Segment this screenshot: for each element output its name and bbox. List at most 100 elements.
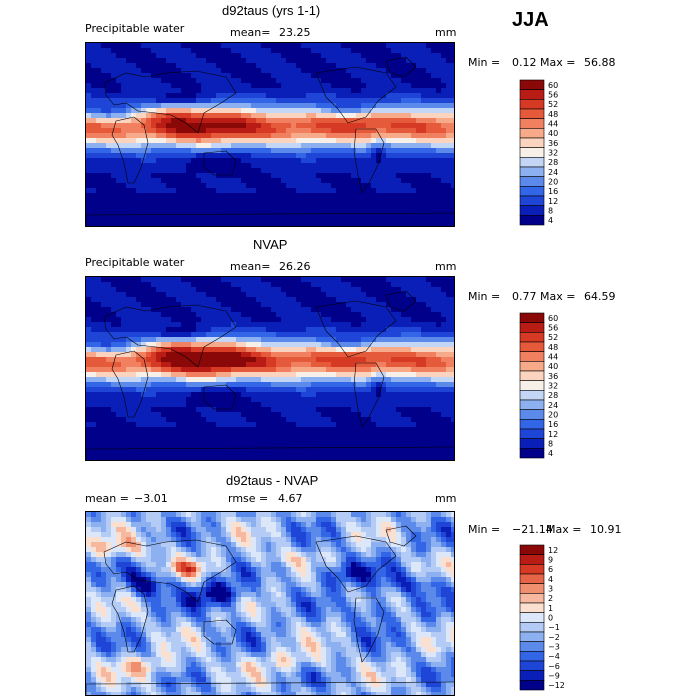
colorbar-tick-label: 56 [548, 91, 558, 100]
colorbar-swatch [519, 670, 545, 681]
panel1-min-label: Min = [468, 56, 501, 69]
colorbar-swatch [519, 448, 545, 459]
panel3-rmse-label: rmse = [228, 492, 269, 505]
season-label: JJA [512, 9, 549, 31]
colorbar-swatch [519, 215, 545, 226]
colorbar-swatch [519, 176, 545, 187]
colorbar-tick-label: 44 [548, 353, 558, 362]
colorbar-tick-label: 32 [548, 382, 558, 391]
panel3-min-value: −21.14 [512, 523, 553, 536]
colorbar-swatch [519, 399, 545, 410]
panel3-mean-label: mean = [85, 492, 129, 505]
colorbar-swatch [519, 409, 545, 420]
colorbar-swatch [519, 428, 545, 439]
panel3-units: mm [435, 492, 457, 505]
colorbar-swatch [519, 351, 545, 362]
colorbar-tick-label: −2 [548, 633, 560, 642]
colorbar-swatch [519, 128, 545, 139]
colorbar-tick-label: 4 [548, 575, 553, 584]
panel3-max-label: Max = [546, 523, 582, 536]
panel1-colorbar: 60 56 52 48 44 40 36 32 28 24 20 16 12 8 4 [519, 79, 558, 226]
colorbar-tick-label: 12 [548, 430, 558, 439]
colorbar-swatch [519, 195, 545, 206]
colorbar-swatch [519, 564, 545, 575]
colorbar-swatch [519, 583, 545, 594]
panel3-min-label: Min = [468, 523, 501, 536]
colorbar-tick-label: 28 [548, 391, 558, 400]
colorbar-swatch [519, 322, 545, 333]
colorbar-swatch [519, 99, 545, 110]
colorbar-tick-label: 48 [548, 343, 558, 352]
panel3-mean-value: −3.01 [134, 492, 168, 505]
colorbar-tick-label: 9 [548, 556, 553, 565]
colorbar-swatch [519, 89, 545, 100]
panel2-max-value: 64.59 [584, 290, 616, 303]
colorbar-swatch [519, 544, 545, 555]
colorbar-tick-label: −12 [548, 681, 565, 690]
colorbar-tick-label: 4 [548, 216, 553, 225]
panel3-max-value: 10.91 [590, 523, 622, 536]
colorbar-swatch [519, 205, 545, 216]
colorbar-tick-label: 16 [548, 420, 558, 429]
colorbar-tick-label: 12 [548, 546, 558, 555]
panel1-units: mm [435, 26, 457, 39]
panel1-max-value: 56.88 [584, 56, 616, 69]
colorbar-swatch [519, 554, 545, 565]
panel1-min-value: 0.12 [512, 56, 537, 69]
colorbar-swatch [519, 419, 545, 430]
colorbar-tick-label: 20 [548, 178, 558, 187]
colorbar-swatch [519, 341, 545, 352]
panel1-max-label: Max = [540, 56, 576, 69]
colorbar-tick-label: 60 [548, 314, 558, 323]
colorbar-tick-label: 28 [548, 158, 558, 167]
panel1-field-label: Precipitable water [85, 22, 185, 35]
colorbar-swatch [519, 370, 545, 381]
colorbar-tick-label: 60 [548, 81, 558, 90]
colorbar-tick-label: 56 [548, 324, 558, 333]
panel2-map [85, 276, 455, 461]
colorbar-swatch [519, 147, 545, 158]
colorbar-tick-label: 3 [548, 585, 553, 594]
colorbar-swatch [519, 361, 545, 372]
colorbar-tick-label: 40 [548, 362, 558, 371]
colorbar-swatch [519, 332, 545, 343]
colorbar-tick-label: 2 [548, 594, 553, 603]
colorbar-tick-label: −1 [548, 623, 560, 632]
panel2-mean-label: mean= [230, 260, 271, 273]
colorbar-swatch [519, 438, 545, 449]
colorbar-swatch [519, 622, 545, 633]
colorbar-tick-label: 1 [548, 604, 553, 613]
panel2-title: NVAP [253, 237, 288, 252]
colorbar-swatch [519, 312, 545, 323]
colorbar-swatch [519, 641, 545, 652]
colorbar-tick-label: −6 [548, 662, 560, 671]
colorbar-swatch [519, 612, 545, 623]
colorbar-swatch [519, 593, 545, 604]
colorbar-tick-label: 52 [548, 333, 558, 342]
colorbar-swatch [519, 660, 545, 671]
panel2-units: mm [435, 260, 457, 273]
colorbar-tick-label: 52 [548, 100, 558, 109]
panel1-mean-value: 23.25 [279, 26, 311, 39]
colorbar-tick-label: 24 [548, 401, 558, 410]
colorbar-swatch [519, 573, 545, 584]
panel3-rmse-value: 4.67 [278, 492, 303, 505]
colorbar-swatch [519, 680, 545, 691]
colorbar-tick-label: 4 [548, 449, 553, 458]
panel3-title: d92taus - NVAP [226, 473, 319, 488]
colorbar-tick-label: −3 [548, 643, 560, 652]
colorbar-swatch [519, 651, 545, 662]
colorbar-tick-label: 8 [548, 207, 553, 216]
colorbar-tick-label: 48 [548, 110, 558, 119]
colorbar-swatch [519, 79, 545, 90]
panel2-min-value: 0.77 [512, 290, 537, 303]
colorbar-tick-label: 24 [548, 168, 558, 177]
panel1-title: d92taus (yrs 1-1) [222, 3, 321, 18]
panel2-mean-value: 26.26 [279, 260, 311, 273]
colorbar-swatch [519, 631, 545, 642]
colorbar-tick-label: 32 [548, 149, 558, 158]
colorbar-swatch [519, 137, 545, 148]
colorbar-tick-label: 0 [548, 614, 553, 623]
colorbar-tick-label: 36 [548, 372, 558, 381]
panel3-colorbar: 12 9 6 4 3 2 1 0 −1 −2 −3 −4 −6 −9 −12 [519, 544, 565, 691]
